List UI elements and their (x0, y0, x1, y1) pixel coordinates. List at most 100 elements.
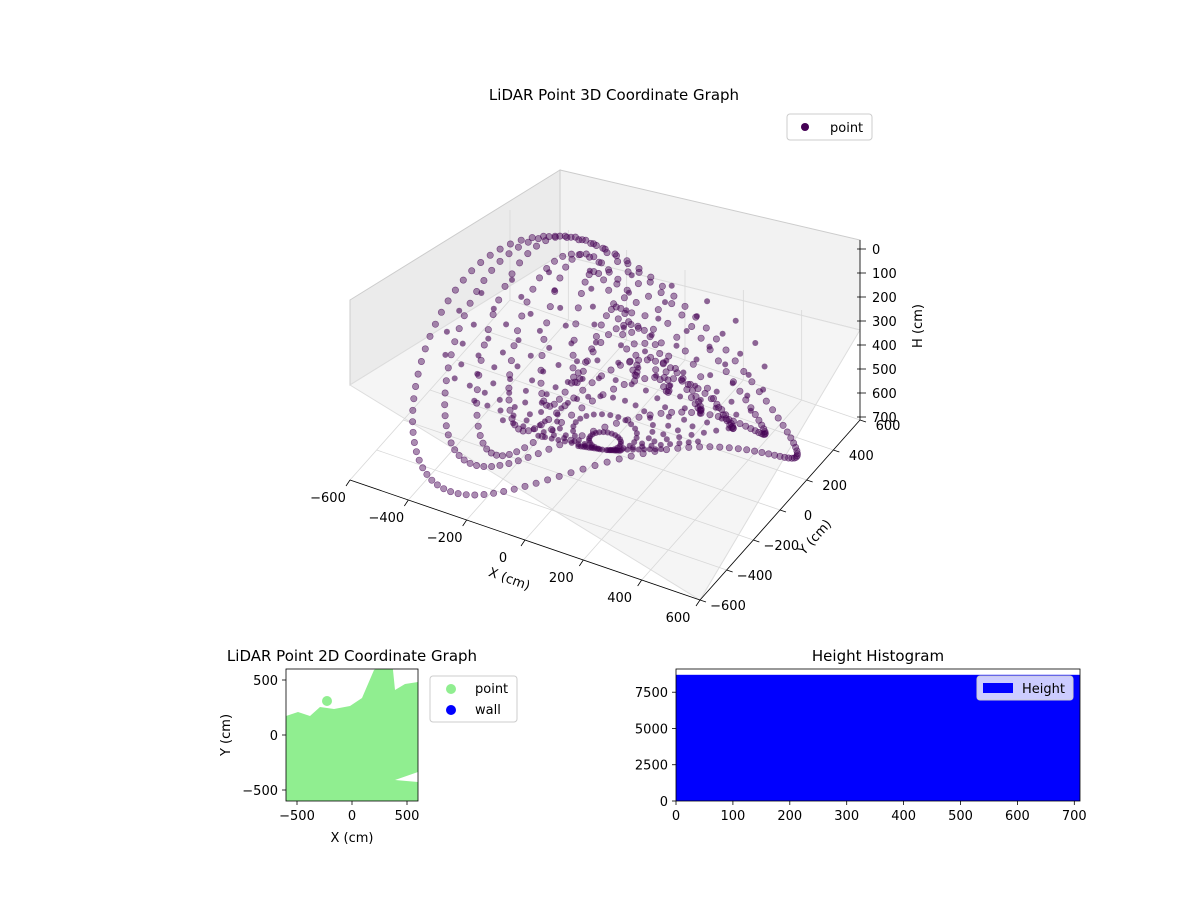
point-3d (571, 432, 578, 439)
point-3d (744, 392, 751, 399)
histogram-frame (675, 668, 1081, 802)
point-3d (476, 431, 484, 439)
point-3d (665, 422, 672, 429)
point-3d (607, 366, 615, 374)
point-3d (731, 357, 739, 365)
point-3d (662, 446, 670, 454)
point-3d (516, 259, 524, 267)
point-3d (734, 445, 742, 453)
point-3d (551, 287, 558, 294)
point-3d (628, 328, 636, 336)
point-3d (538, 409, 545, 415)
point-3d (546, 303, 554, 311)
point-3d (505, 450, 513, 458)
point-3d (548, 435, 555, 442)
histogram-y-tick-label: 0 (660, 795, 668, 810)
point-3d (540, 335, 548, 343)
point-3d (752, 340, 759, 346)
point-3d (570, 428, 577, 434)
point-3d (477, 356, 485, 364)
point-3d (623, 345, 631, 353)
point-3d (729, 417, 737, 425)
point-3d (462, 491, 470, 499)
point-3d (793, 450, 801, 458)
point-3d (614, 444, 621, 451)
histogram-x-tick-label: 300 (834, 809, 859, 824)
point-3d (485, 335, 492, 342)
point-3d (409, 428, 417, 436)
point-3d (447, 439, 455, 447)
point-3d (760, 425, 768, 433)
point-3d (581, 278, 589, 286)
point-3d (509, 276, 515, 283)
point-3d (585, 393, 592, 400)
point-3d (590, 240, 598, 248)
point-3d (624, 260, 632, 268)
point-3d (559, 252, 567, 260)
point-3d (649, 325, 657, 333)
point-3d (575, 236, 583, 244)
point-3d (506, 389, 513, 396)
point-3d (471, 491, 479, 499)
point-3d (620, 445, 627, 452)
plot-2d: LiDAR Point 2D Coordinate Graph −500 0 500… (219, 647, 518, 846)
point-3d (670, 292, 678, 300)
point-3d (673, 333, 681, 341)
point-3d (709, 394, 717, 402)
point-3d (610, 394, 616, 401)
point-3d (568, 255, 576, 263)
point-3d (511, 404, 518, 410)
point-3d (664, 319, 672, 327)
point-3d (495, 296, 503, 304)
y-tick-mark-3d (726, 569, 733, 573)
point-3d (536, 422, 543, 429)
y-tick-label-2d: −500 (242, 784, 278, 799)
point-3d (760, 386, 767, 393)
histogram-x-ticks: 0 100 200 300 400 500 600 700 (672, 801, 1087, 824)
point-3d (668, 300, 676, 308)
point-3d (673, 369, 681, 377)
y-tick-mark-3d (779, 509, 787, 513)
point-3d (707, 395, 715, 403)
point-3d (426, 332, 434, 340)
point-3d (514, 363, 521, 370)
point-3d (592, 339, 599, 346)
point-3d (521, 482, 529, 490)
point-3d (557, 304, 564, 311)
point-3d (588, 397, 596, 405)
point-3d (628, 272, 635, 279)
point-3d (527, 352, 534, 359)
point-3d (707, 372, 714, 379)
point-3d (641, 408, 648, 415)
point-3d (540, 429, 547, 436)
point-3d (758, 448, 766, 456)
histogram-y-ticks: 0 2500 5000 7500 (635, 686, 676, 810)
point-3d (589, 348, 597, 356)
point-3d (538, 399, 545, 406)
point-3d (657, 409, 665, 417)
point-3d (681, 416, 688, 423)
point-3d (620, 380, 628, 388)
point-3d (618, 342, 624, 349)
point-3d (507, 357, 515, 365)
point-3d (626, 442, 633, 449)
point-3d (762, 397, 770, 405)
histogram-x-tick-label: 700 (1062, 809, 1087, 824)
point-3d (473, 386, 481, 394)
point-3d (579, 375, 586, 382)
point-cloud-2d-cluster (322, 696, 332, 706)
z-tick-label-3d: 300 (872, 315, 897, 330)
point-3d (704, 298, 711, 305)
point-3d (645, 435, 652, 442)
point-3d (554, 418, 561, 425)
point-3d (447, 488, 455, 496)
point-3d (524, 250, 532, 258)
point-3d (632, 425, 639, 432)
point-3d (641, 312, 649, 320)
point-3d (678, 377, 686, 385)
point-3d (665, 413, 672, 420)
point-3d (706, 343, 713, 350)
point-3d (473, 461, 481, 469)
point-3d (481, 389, 488, 396)
y-tick-label-3d: 400 (849, 449, 874, 464)
